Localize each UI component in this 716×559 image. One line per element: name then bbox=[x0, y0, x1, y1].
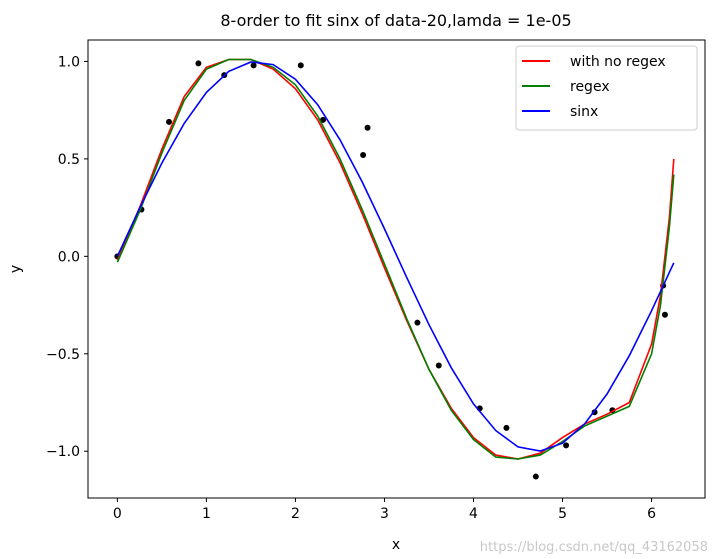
legend-label: regex bbox=[570, 79, 610, 95]
y-tick-label: −0.5 bbox=[46, 347, 80, 363]
data-point bbox=[532, 473, 539, 480]
data-point bbox=[661, 311, 668, 318]
data-point bbox=[320, 116, 327, 123]
x-tick-label: 3 bbox=[380, 506, 389, 522]
legend: with no regex regex sinx bbox=[515, 45, 698, 131]
x-tick-label: 5 bbox=[558, 506, 567, 522]
y-tick-label: −1.0 bbox=[46, 444, 80, 460]
y-axis-label: y bbox=[8, 265, 24, 273]
data-point bbox=[364, 124, 371, 131]
data-point bbox=[435, 362, 442, 369]
watermark: https://blog.csdn.net/qq_43162058 bbox=[480, 540, 708, 555]
x-tick-label: 0 bbox=[113, 506, 122, 522]
chart-title: 8-order to fit sinx of data-20,lamda = 1… bbox=[220, 11, 571, 30]
series-line-sinx bbox=[116, 61, 675, 452]
data-point bbox=[414, 319, 421, 326]
data-point bbox=[195, 60, 202, 67]
data-point bbox=[360, 151, 367, 158]
x-tick-label: 6 bbox=[647, 506, 656, 522]
data-point bbox=[503, 424, 510, 431]
legend-label: with no regex bbox=[570, 54, 666, 70]
x-axis-label: x bbox=[392, 537, 400, 553]
legend-label: sinx bbox=[570, 104, 598, 120]
x-tick-label: 2 bbox=[291, 506, 300, 522]
y-tick-label: 0.5 bbox=[58, 152, 80, 168]
y-tick-label: 0.0 bbox=[58, 249, 80, 265]
data-point bbox=[166, 118, 173, 125]
x-tick-label: 4 bbox=[469, 506, 478, 522]
y-tick-label: 1.0 bbox=[58, 54, 80, 70]
data-point bbox=[297, 62, 304, 69]
data-point bbox=[250, 62, 257, 69]
x-tick-label: 1 bbox=[202, 506, 211, 522]
data-point bbox=[563, 442, 570, 449]
axes-frame bbox=[87, 39, 706, 499]
series-line-regex bbox=[116, 58, 675, 460]
